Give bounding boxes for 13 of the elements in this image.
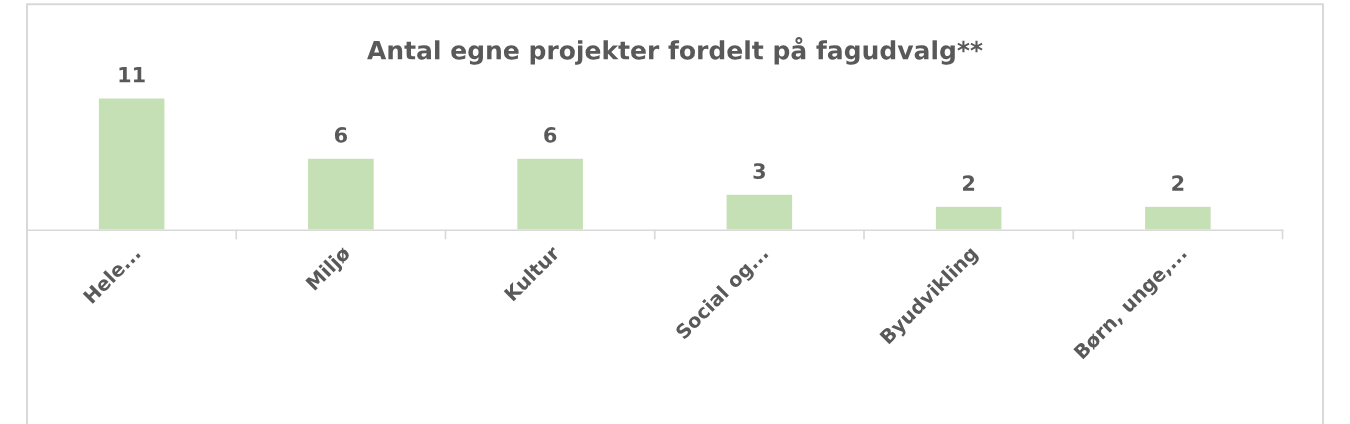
bar (306, 157, 376, 231)
bar (934, 205, 1003, 231)
data-label: 2 (963, 175, 975, 191)
bar (725, 193, 794, 231)
data-label: 11 (119, 67, 145, 83)
bar (1143, 205, 1213, 231)
chart-title: Antal egne projekter fordelt på fagudvalg** (367, 37, 983, 65)
data-label: 2 (1172, 175, 1184, 191)
bar (515, 157, 585, 231)
data-label: 3 (753, 163, 765, 179)
data-label: 6 (544, 127, 557, 143)
bar (97, 97, 166, 231)
data-label: 6 (334, 127, 347, 143)
